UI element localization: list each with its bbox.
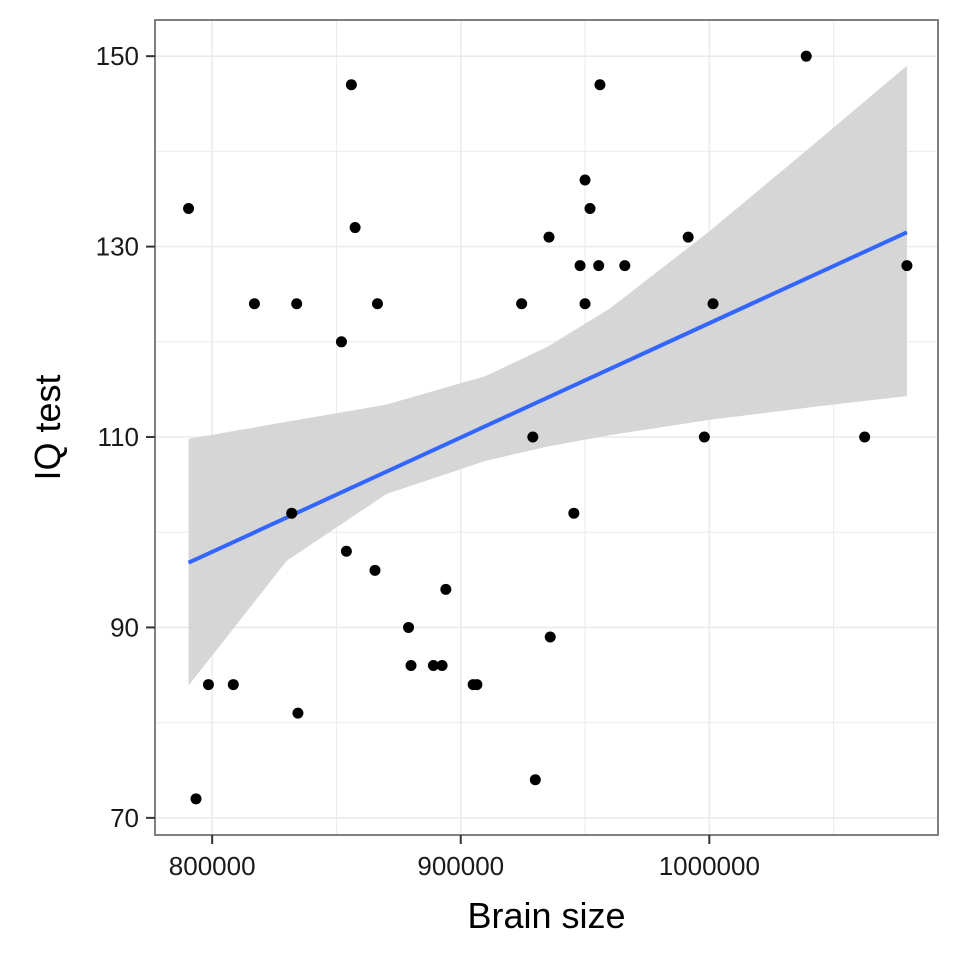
data-point	[340, 545, 352, 557]
data-point	[183, 203, 195, 215]
y-tick-label: 150	[96, 41, 139, 71]
y-axis-title: IQ test	[27, 374, 68, 480]
y-axis: 70 90 110 130 150	[96, 41, 155, 833]
x-axis: 800000 900000 1000000	[169, 835, 760, 881]
data-point	[345, 79, 357, 91]
data-point	[568, 507, 580, 519]
data-point	[292, 707, 304, 719]
data-point	[800, 50, 812, 62]
panel-border	[154, 19, 939, 836]
data-point	[593, 260, 605, 272]
data-point	[335, 336, 347, 348]
data-point	[544, 631, 556, 643]
data-point	[369, 564, 381, 576]
data-point	[584, 203, 596, 215]
data-point	[574, 260, 586, 272]
x-axis-title: Brain size	[467, 895, 625, 936]
y-tick-label: 130	[96, 232, 139, 262]
data-point	[859, 431, 871, 443]
x-tick-label: 800000	[169, 851, 256, 881]
y-tick-label: 70	[110, 803, 139, 833]
data-point	[471, 679, 483, 691]
data-point	[403, 621, 415, 633]
data-point	[190, 793, 202, 805]
data-point	[227, 679, 239, 691]
data-point	[405, 660, 417, 672]
data-point	[579, 298, 591, 310]
data-point	[248, 298, 260, 310]
data-point	[202, 679, 214, 691]
data-point	[291, 298, 303, 310]
data-point	[427, 660, 439, 672]
data-points	[183, 50, 913, 805]
data-point	[529, 774, 541, 786]
data-point	[286, 507, 298, 519]
data-point	[349, 222, 361, 234]
data-point	[594, 79, 606, 91]
data-point	[707, 298, 719, 310]
confidence-band	[188, 65, 907, 686]
y-tick-label: 90	[110, 612, 139, 642]
data-point	[516, 298, 528, 310]
data-point	[698, 431, 710, 443]
data-point	[579, 174, 591, 186]
data-point	[527, 431, 539, 443]
regression-line	[187, 230, 908, 565]
x-tick-label: 1000000	[659, 851, 760, 881]
data-point	[440, 583, 452, 595]
data-point	[682, 231, 694, 243]
x-tick-label: 900000	[417, 851, 504, 881]
data-point	[543, 231, 555, 243]
data-point	[901, 260, 913, 272]
data-point	[436, 660, 448, 672]
y-tick-label: 110	[98, 422, 139, 452]
data-point	[371, 298, 383, 310]
data-point	[619, 260, 631, 272]
